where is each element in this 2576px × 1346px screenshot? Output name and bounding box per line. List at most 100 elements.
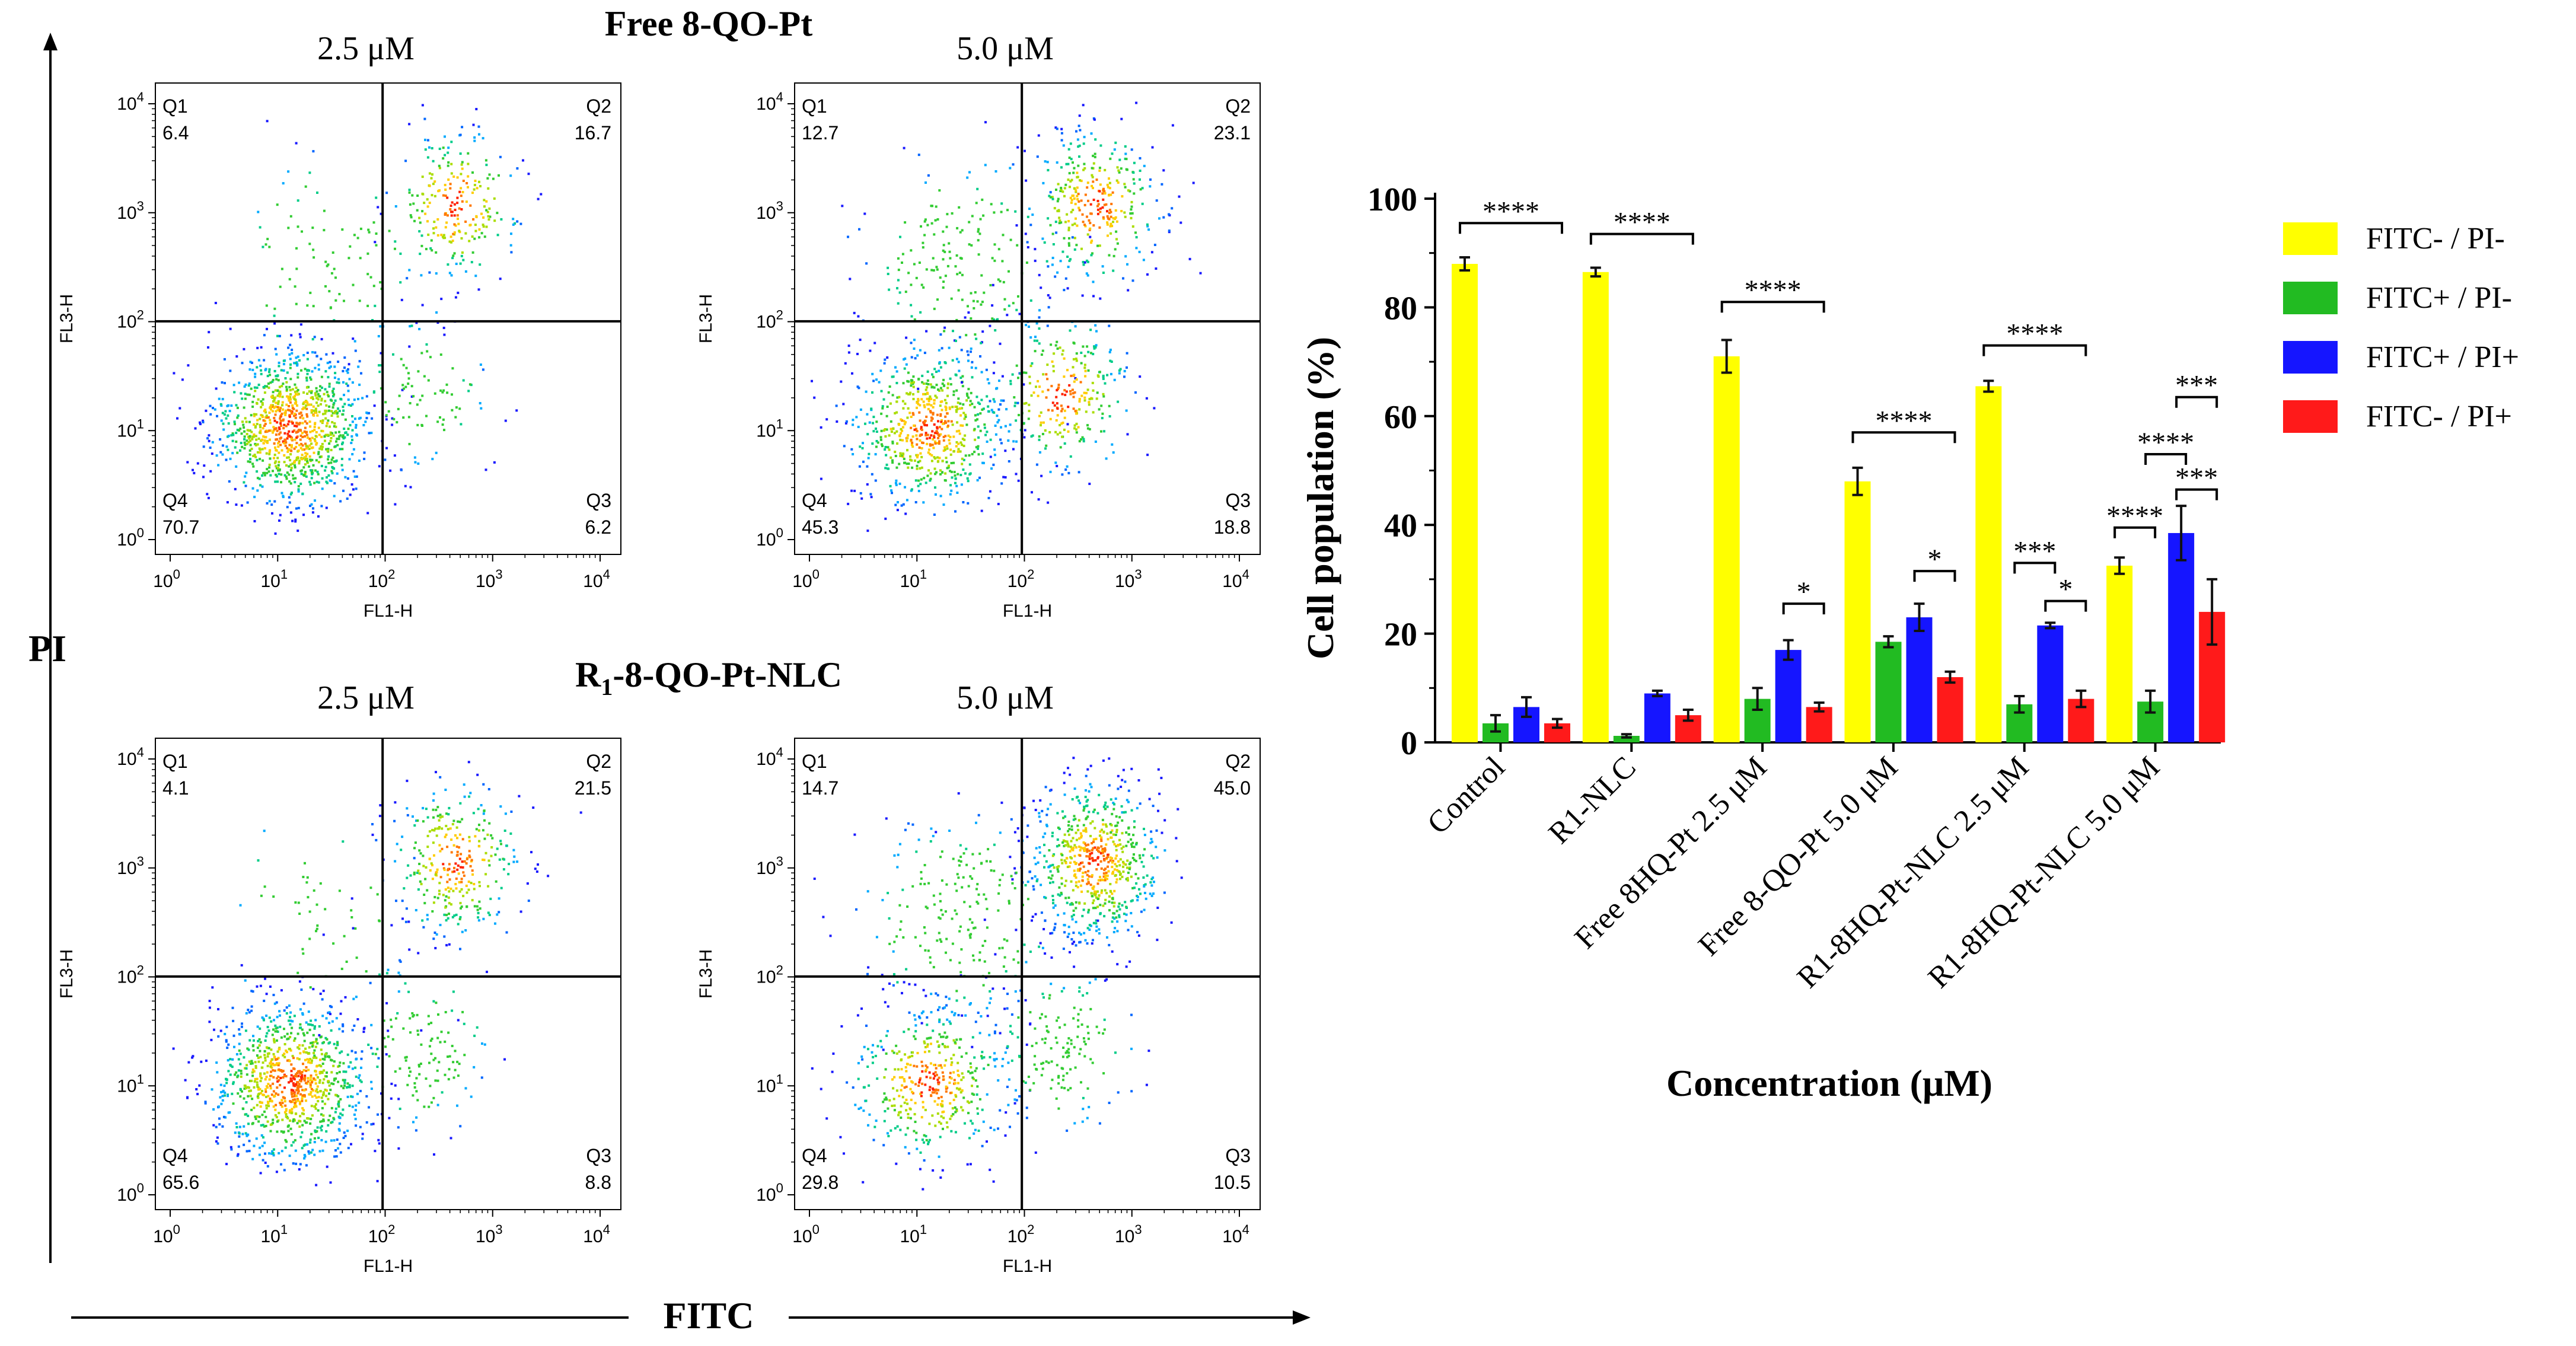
significance-bracket: *** — [2175, 370, 2218, 408]
x-tick-label: 102 — [1008, 1222, 1035, 1246]
x-axis-name: FL1-H — [364, 601, 413, 621]
quadrant-name: Q3 — [586, 1145, 611, 1166]
bar-chart-marks — [1452, 256, 2226, 742]
x-tick-label: R1-8HQ-Pt-NLC 2.5 μM — [1791, 750, 2035, 994]
y-axis-name: FL3-H — [57, 294, 76, 343]
quadrant-value: 6.2 — [585, 516, 611, 538]
quadrant-value: 16.7 — [575, 122, 611, 143]
quadrant-name: Q3 — [1225, 1145, 1251, 1166]
x-tick-label: 101 — [900, 1222, 927, 1246]
x-tick-label: 101 — [260, 1222, 288, 1246]
significance-bracket: * — [2044, 574, 2087, 612]
panel-frame — [794, 82, 1261, 555]
significance-label: * — [1797, 576, 1811, 608]
significance-label: **** — [2137, 427, 2194, 458]
y-tick-label: 104 — [117, 745, 144, 769]
bar-2-5 — [2168, 532, 2195, 742]
y-tick-label: 103 — [756, 854, 783, 878]
quadrant-value: 21.5 — [575, 777, 611, 799]
quadrant-name: Q2 — [586, 751, 611, 772]
significance-label: **** — [2106, 500, 2163, 532]
significance-bracket: **** — [1720, 275, 1825, 313]
y-tick-label: 20 — [1384, 617, 1417, 653]
x-tick-label: 100 — [792, 1222, 820, 1246]
flow-panel-r1-c0: 2.5 μM Q1 4.1 Q2 21.5 Q3 8.8 Q4 65.6 100 100 101 101… — [57, 680, 621, 1276]
significance-label: **** — [1614, 207, 1670, 238]
y-tick-label: 102 — [117, 308, 144, 332]
quadrant-value: 6.4 — [162, 122, 189, 143]
quadrant-name: Q2 — [1225, 751, 1251, 772]
bar-1-3 — [1875, 642, 1902, 742]
x-tick-label: 101 — [900, 567, 927, 591]
y-tick-label: 100 — [1367, 181, 1417, 218]
x-tick-label: 102 — [1008, 567, 1035, 591]
quadrant-value: 8.8 — [585, 1172, 611, 1193]
panel-concentration-label: 5.0 μM — [957, 30, 1054, 67]
quadrant-name: Q2 — [1225, 95, 1251, 117]
x-tick-label: Control — [1421, 750, 1512, 841]
y-tick-label: 102 — [756, 308, 783, 332]
x-axis-name: FL1-H — [1003, 601, 1052, 621]
legend-label: FITC- / PI- — [2366, 222, 2505, 256]
quadrant-value: 12.7 — [802, 122, 839, 143]
significance-label: * — [1928, 544, 1942, 575]
x-tick-label: 100 — [153, 1222, 180, 1246]
quadrant-name: Q2 — [586, 95, 611, 117]
quadrant-name: Q4 — [162, 490, 188, 511]
y-axis-title: Cell population (%) — [1299, 337, 1341, 659]
x-axis-title: Concentration (μM) — [1666, 1062, 1992, 1104]
bar-0-4 — [1975, 386, 2002, 742]
significance-label: **** — [1483, 196, 1539, 227]
x-tick-label: 103 — [476, 567, 503, 591]
legend-swatch — [2283, 282, 2338, 314]
y-tick-label: 100 — [117, 1181, 144, 1205]
y-axis-name: FL3-H — [696, 294, 716, 343]
legend-swatch — [2283, 400, 2338, 433]
legend-label: FITC+ / PI- — [2366, 281, 2512, 315]
y-tick-label: 100 — [756, 1181, 783, 1205]
significance-annotations: **** ************************************ — [1459, 196, 2218, 615]
y-tick-label: 80 — [1384, 290, 1417, 327]
bar-0-2 — [1713, 356, 1740, 742]
quadrant-name: Q4 — [802, 490, 827, 511]
significance-bracket: **** — [2106, 500, 2163, 538]
x-axis-name: FL1-H — [364, 1256, 413, 1276]
y-axis-name: FL3-H — [696, 949, 716, 999]
y-tick-label: 101 — [117, 416, 144, 441]
y-tick-label: 103 — [117, 854, 144, 878]
quadrant-name: Q4 — [802, 1145, 827, 1166]
significance-bracket: * — [1782, 576, 1825, 615]
x-tick-label: 103 — [476, 1222, 503, 1246]
quadrant-value: 23.1 — [1214, 122, 1251, 143]
bar-1-1 — [1613, 735, 1640, 742]
y-tick-label: 104 — [756, 745, 783, 769]
x-tick-label: R1-NLC — [1542, 750, 1643, 850]
chart-legend: FITC- / PI- FITC+ / PI- FITC+ / PI+ FITC- /… — [2283, 222, 2519, 433]
significance-label: **** — [1876, 405, 1933, 436]
y-tick-label: 100 — [117, 525, 144, 550]
bar-0-3 — [1844, 481, 1871, 742]
significance-label: *** — [2013, 535, 2056, 567]
flow-panel-r0-c0: 2.5 μM Q1 6.4 Q2 16.7 Q3 6.2 Q4 70.7 100 100 101 101… — [57, 30, 621, 621]
x-tick-label: 104 — [583, 1222, 610, 1246]
legend-label: FITC- / PI+ — [2366, 400, 2512, 433]
bar-0-5 — [2106, 565, 2133, 742]
x-tick-label: 104 — [1222, 1222, 1249, 1246]
quadrant-value: 45.3 — [802, 516, 839, 538]
significance-bracket: **** — [1982, 318, 2087, 356]
legend-swatch — [2283, 222, 2338, 255]
scatter-dots — [811, 101, 1202, 532]
quadrant-name: Q4 — [162, 1145, 188, 1166]
x-tick-label: 104 — [1222, 567, 1249, 591]
significance-bracket: *** — [2175, 463, 2218, 500]
legend-swatch — [2283, 341, 2338, 374]
x-tick-label: 102 — [368, 1222, 396, 1246]
x-tick-label: 103 — [1115, 1222, 1142, 1246]
x-tick-label: 100 — [792, 567, 820, 591]
panel-frame — [155, 738, 621, 1210]
y-tick-label: 103 — [756, 199, 783, 223]
pi-axis-arrow — [43, 33, 58, 1263]
x-tick-label: 103 — [1115, 567, 1142, 591]
y-tick-label: 102 — [756, 963, 783, 987]
